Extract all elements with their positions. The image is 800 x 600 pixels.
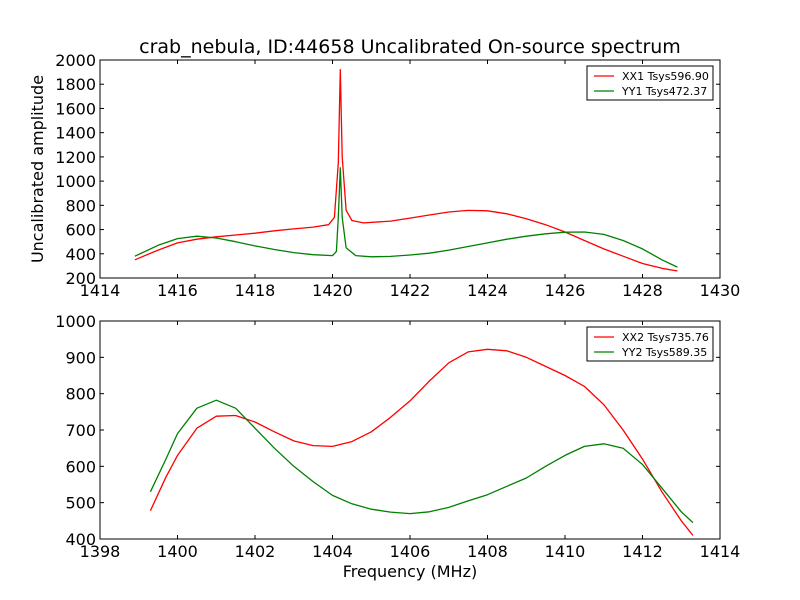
top-panel: 1414 1416 1418 1420 1422 1424 1426 1428 1430 200 4… — [28, 51, 740, 300]
bottom-legend — [586, 326, 714, 362]
bottom-x-tick-label: 1408 — [467, 542, 508, 561]
bottom-x-tick-label: 1404 — [312, 542, 353, 561]
bottom-x-tick-label: 1410 — [545, 542, 586, 561]
bottom-legend-label-2: YY2 Tsys589.35 — [621, 346, 707, 359]
top-y-tick-label: 2000 — [55, 51, 96, 70]
bottom-y-tick-label: 400 — [65, 530, 96, 549]
bottom-x-tick-label: 1406 — [390, 542, 431, 561]
bottom-series-line-1 — [149, 348, 694, 536]
top-x-tick-label: 1424 — [467, 281, 508, 300]
top-x-tick-label: 1420 — [312, 281, 353, 300]
bottom-y-tick-label: 700 — [65, 421, 96, 440]
top-series-line-2 — [134, 167, 678, 268]
chart-title: crab_nebula, ID:44658 Uncalibrated On-so… — [139, 36, 681, 58]
bottom-x-tick-label: 1398 — [80, 542, 121, 561]
top-y-tick-label: 1600 — [55, 99, 96, 118]
bottom-y-tick-label: 600 — [65, 457, 96, 476]
top-series-line-1 — [134, 69, 678, 272]
bottom-y-tick-label: 900 — [65, 348, 96, 367]
top-x-tick-label: 1414 — [80, 281, 121, 300]
top-x-tick-label: 1418 — [235, 281, 276, 300]
top-x-tick-label: 1430 — [700, 281, 741, 300]
top-y-tick-label: 1200 — [55, 148, 96, 167]
top-y-tick-label: 600 — [65, 221, 96, 240]
bottom-y-tick-label: 1000 — [55, 312, 96, 331]
top-x-tick-label: 1416 — [157, 281, 198, 300]
top-y-axis-title: Uncalibrated amplitude — [28, 75, 47, 263]
bottom-x-tick-label: 1402 — [235, 542, 276, 561]
top-x-tick-label: 1426 — [545, 281, 586, 300]
bottom-series-line-2 — [149, 399, 694, 524]
top-legend-label-2: YY1 Tsys472.37 — [621, 85, 707, 98]
bottom-panel: 1398 1400 1402 1404 1406 1408 1410 1412 1414 400 5… — [55, 312, 740, 561]
bottom-legend-label-1: XX2 Tsys735.76 — [622, 331, 709, 344]
top-y-tick-label: 400 — [65, 245, 96, 264]
top-y-tick-label: 1000 — [55, 172, 96, 191]
bottom-x-tick-label: 1414 — [700, 542, 741, 561]
top-x-tick-label: 1428 — [622, 281, 663, 300]
bottom-x-tick-label: 1400 — [157, 542, 198, 561]
top-legend — [586, 65, 714, 101]
bottom-y-tick-label: 500 — [65, 494, 96, 513]
top-y-tick-label: 800 — [65, 196, 96, 215]
top-y-tick-label: 1800 — [55, 75, 96, 94]
x-axis-title: Frequency (MHz) — [343, 562, 477, 581]
top-y-tick-label: 1400 — [55, 124, 96, 143]
top-legend-label-1: XX1 Tsys596.90 — [622, 70, 709, 83]
top-x-tick-label: 1422 — [390, 281, 431, 300]
bottom-x-tick-label: 1412 — [622, 542, 663, 561]
bottom-y-tick-label: 800 — [65, 385, 96, 404]
top-y-tick-label: 200 — [65, 269, 96, 288]
